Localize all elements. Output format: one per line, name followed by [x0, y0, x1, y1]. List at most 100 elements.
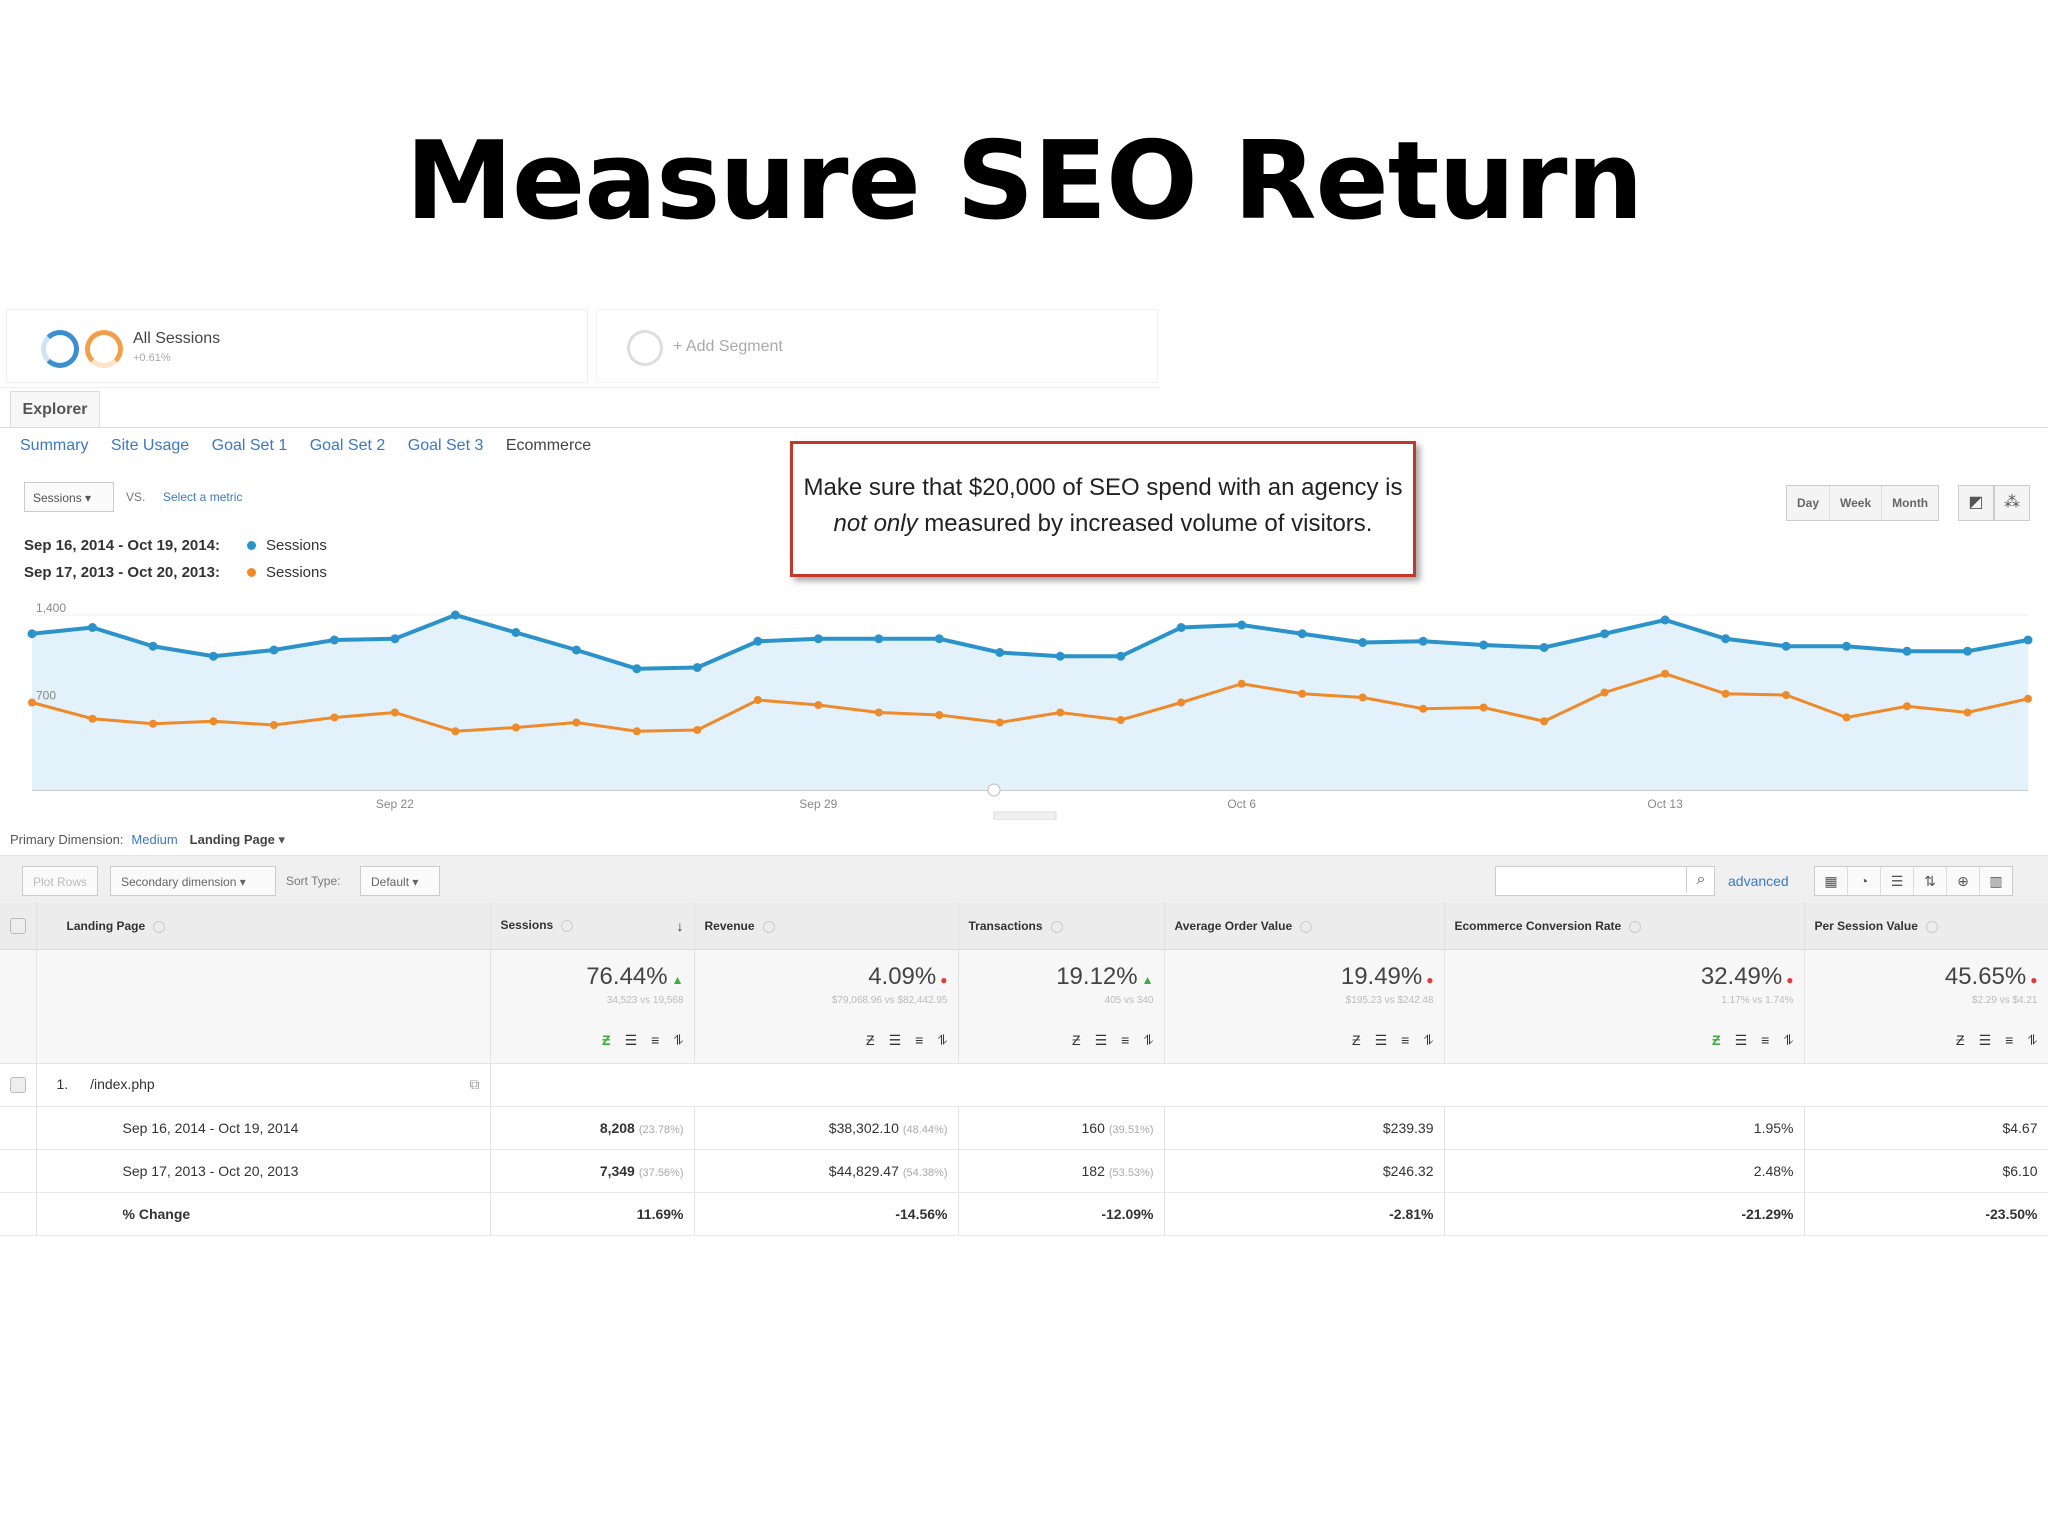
- callout-box: Make sure that $20,000 of SEO spend with…: [790, 441, 1416, 577]
- header-per-session-value[interactable]: Per Session Value: [1804, 903, 2048, 950]
- comparison-icon[interactable]: ≡: [2005, 1032, 2014, 1049]
- header-landing-page[interactable]: Landing Page: [36, 903, 491, 950]
- header-revenue[interactable]: Revenue: [694, 903, 959, 950]
- row-value-cell: -23.50%: [1804, 1192, 2048, 1236]
- sort-type-dropdown[interactable]: Default ▾: [360, 866, 440, 896]
- comparison-icon[interactable]: ≡: [915, 1032, 924, 1049]
- plot-rows-button[interactable]: Plot Rows: [22, 866, 99, 896]
- table-row[interactable]: 1. /index.php ⧉: [0, 1063, 2048, 1107]
- subtab-summary[interactable]: Summary: [20, 437, 89, 454]
- cell-share: (53.53%): [1108, 1166, 1154, 1179]
- icon-spacer: [36, 1019, 491, 1064]
- pie-view-icon[interactable]: ◔: [1848, 867, 1881, 895]
- motion-chart-icon[interactable]: ⁂: [1994, 485, 2030, 521]
- comparison-icon[interactable]: ≡: [1761, 1032, 1770, 1049]
- term-cloud-icon[interactable]: ⊕: [1947, 867, 1980, 895]
- cell-value: 1.95%: [1753, 1119, 1794, 1136]
- percentage-icon[interactable]: Ƶ: [1072, 1032, 1081, 1049]
- summary-comparison: 405 vs 340: [1104, 994, 1154, 1006]
- metric-dropdown[interactable]: Sessions ▾: [24, 482, 114, 512]
- comparison-view-icon[interactable]: ⇅: [1914, 867, 1947, 895]
- term-cloud-icon[interactable]: ⥮: [2027, 1032, 2038, 1049]
- term-cloud-icon[interactable]: ⥮: [937, 1032, 948, 1049]
- cell-value: -12.09%: [1101, 1205, 1154, 1222]
- data-point: [390, 708, 399, 717]
- comparison-icon[interactable]: ≡: [1121, 1032, 1130, 1049]
- comparison-icon[interactable]: ≡: [1401, 1032, 1410, 1049]
- percentage-icon[interactable]: Ƶ: [602, 1032, 611, 1049]
- percentage-icon[interactable]: Ƶ: [1352, 1032, 1361, 1049]
- performance-view-icon[interactable]: ☰: [1881, 867, 1914, 895]
- data-point: [27, 629, 37, 639]
- cell-share: (37.56%): [638, 1166, 684, 1179]
- term-cloud-icon[interactable]: ⥮: [673, 1032, 684, 1049]
- tab-explorer[interactable]: Explorer: [10, 391, 100, 428]
- term-cloud-icon[interactable]: ⥮: [1783, 1032, 1794, 1049]
- week-button[interactable]: Week: [1830, 486, 1883, 520]
- day-button[interactable]: Day: [1787, 486, 1831, 520]
- performance-icon[interactable]: ☰: [1734, 1032, 1748, 1049]
- performance-icon[interactable]: ☰: [1374, 1032, 1388, 1049]
- data-point: [511, 723, 520, 732]
- summary-cell: 32.49% ● 1.17% vs 1.74%: [1444, 949, 1805, 1019]
- grid-view-icon[interactable]: ▦: [1815, 867, 1848, 895]
- percentage-icon[interactable]: Ƶ: [1956, 1032, 1965, 1049]
- header-average-order-value[interactable]: Average Order Value: [1164, 903, 1445, 950]
- subtab-goal-set-3[interactable]: Goal Set 3: [407, 437, 484, 454]
- data-point: [1418, 636, 1428, 646]
- pivot-view-icon[interactable]: ▥: [1989, 873, 2003, 889]
- select-all-checkbox-cell[interactable]: [0, 903, 37, 950]
- summary-top: 19.49% ●: [1175, 963, 1434, 991]
- row-value-cell: 8,208 (23.78%): [490, 1106, 695, 1150]
- table-search-input[interactable]: [1495, 866, 1715, 896]
- percentage-icon[interactable]: Ƶ: [1712, 1032, 1721, 1049]
- performance-icon[interactable]: ☰: [888, 1032, 902, 1049]
- secondary-dimension-label: Secondary dimension: [121, 875, 237, 889]
- performance-icon[interactable]: ☰: [624, 1032, 638, 1049]
- performance-icon[interactable]: ☰: [1094, 1032, 1108, 1049]
- term-cloud-icon[interactable]: ⥮: [1423, 1032, 1434, 1049]
- row-value-cell: 7,349 (37.56%): [490, 1149, 695, 1193]
- secondary-dimension-dropdown[interactable]: Secondary dimension ▾: [110, 866, 276, 896]
- data-point: [572, 718, 581, 727]
- performance-icon[interactable]: ☰: [1978, 1032, 1992, 1049]
- percentage-icon[interactable]: Ƶ: [866, 1032, 875, 1049]
- dimension-medium-link[interactable]: Medium: [131, 832, 178, 847]
- cell-value: -14.56%: [895, 1205, 948, 1222]
- data-point: [995, 718, 1004, 727]
- segment-all-sessions[interactable]: All Sessions +0.61%: [6, 309, 588, 383]
- advanced-filter-link[interactable]: advanced: [1728, 873, 1789, 889]
- checkbox[interactable]: [10, 917, 26, 934]
- subtab-site-usage[interactable]: Site Usage: [110, 437, 190, 454]
- subtab-ecommerce[interactable]: Ecommerce: [505, 437, 592, 454]
- data-point: [1600, 629, 1610, 639]
- column-chart-icons: Ƶ ☰ ≡ ⥮: [1164, 1019, 1445, 1064]
- subtab-goal-set-1[interactable]: Goal Set 1: [211, 437, 288, 454]
- data-point: [632, 727, 641, 736]
- line-chart-icon[interactable]: ◩: [1958, 485, 1994, 521]
- row-value-cell: $38,302.10 (48.44%): [694, 1106, 959, 1150]
- open-link-icon[interactable]: ⧉: [469, 1076, 480, 1092]
- comparison-icon[interactable]: ≡: [651, 1032, 660, 1049]
- checkbox[interactable]: [10, 1077, 26, 1094]
- cell-value: 11.69%: [636, 1205, 684, 1222]
- data-point: [1358, 693, 1367, 702]
- dimension-landing-page[interactable]: Landing Page: [189, 832, 275, 847]
- series-line: [31, 672, 2029, 733]
- add-segment-button[interactable]: + Add Segment: [596, 309, 1158, 383]
- header-transactions[interactable]: Transactions: [958, 903, 1165, 950]
- summary-comparison: 34,523 vs 19,568: [606, 994, 684, 1006]
- header-sessions[interactable]: Sessions ↓: [490, 903, 695, 950]
- month-button[interactable]: Month: [1892, 496, 1929, 510]
- data-point: [1600, 688, 1609, 697]
- term-cloud-icon[interactable]: ⥮: [1143, 1032, 1154, 1049]
- header-conversion-rate[interactable]: Ecommerce Conversion Rate: [1444, 903, 1805, 950]
- search-icon[interactable]: ⌕: [1686, 867, 1715, 893]
- select-metric-link[interactable]: Select a metric: [163, 490, 243, 504]
- row-value-cell: 2.48%: [1444, 1149, 1805, 1193]
- row-checkbox-cell[interactable]: [0, 1063, 37, 1107]
- subtab-goal-set-2[interactable]: Goal Set 2: [309, 437, 386, 454]
- column-chart-icons: Ƶ ☰ ≡ ⥮: [694, 1019, 959, 1064]
- row-page-link[interactable]: /index.php: [90, 1076, 155, 1092]
- summary-percent: 32.49%: [1700, 962, 1783, 990]
